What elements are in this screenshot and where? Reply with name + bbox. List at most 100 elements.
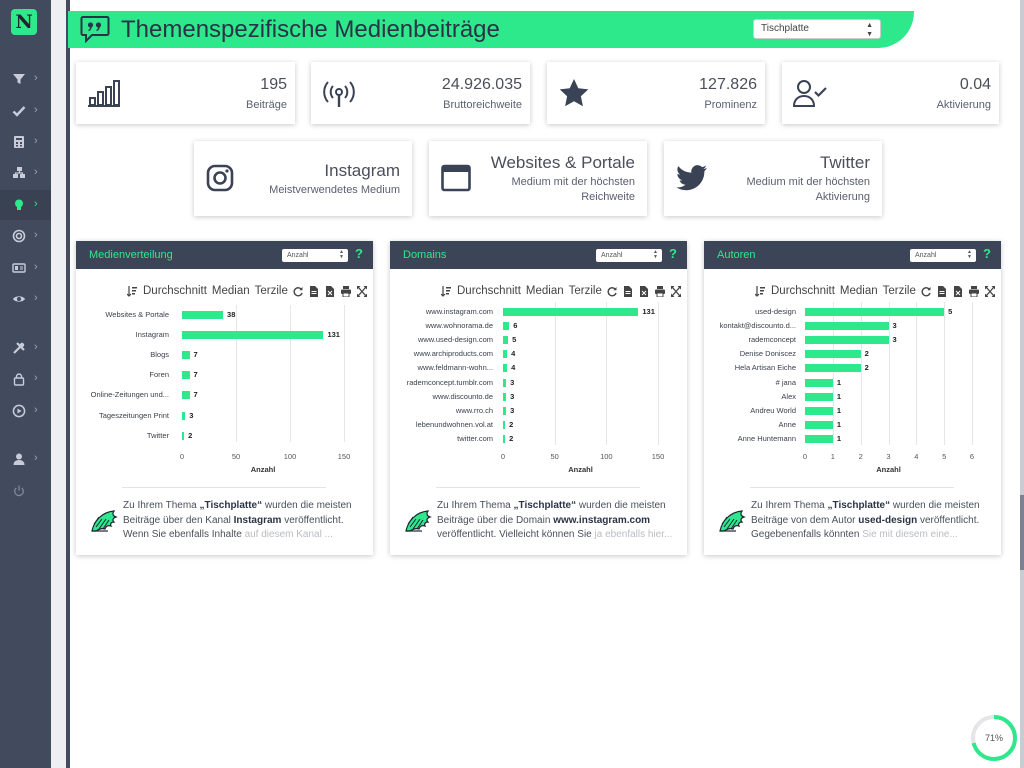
file-pdf-icon[interactable] (937, 285, 947, 297)
bar[interactable] (182, 391, 190, 400)
sidebar-item-target[interactable]: › (0, 221, 51, 251)
bar[interactable] (503, 350, 508, 359)
sidebar-item-logout[interactable] (0, 476, 51, 506)
bar[interactable] (503, 406, 507, 415)
sidebar-item-eye[interactable]: › (0, 284, 51, 314)
refresh-icon[interactable] (921, 286, 931, 297)
bar[interactable] (503, 434, 506, 443)
scrollbar-thumb[interactable] (1020, 495, 1024, 570)
print-icon[interactable] (968, 285, 979, 297)
bar[interactable] (182, 311, 224, 319)
x-tick-label: 150 (651, 452, 665, 461)
toolbar-average-button[interactable]: Durchschnitt (143, 285, 207, 297)
x-tick-label: 4 (914, 452, 919, 461)
file-pdf-icon[interactable] (309, 285, 319, 297)
sidebar-item-tools[interactable]: › (0, 333, 51, 363)
sort-amount-icon[interactable] (755, 285, 765, 297)
bar[interactable] (182, 431, 185, 440)
bar[interactable] (503, 364, 508, 373)
topic-select[interactable]: Tischplatte ▲ ▼ (753, 19, 881, 39)
sidebar-item-id-card[interactable]: › (0, 253, 51, 283)
bar-value-label: 7 (193, 350, 198, 360)
bar-value-label: 3 (510, 377, 515, 387)
bar[interactable] (805, 378, 833, 387)
browser-window-icon (441, 164, 471, 192)
toolbar-median-button[interactable]: Median (839, 285, 878, 297)
grid-line (832, 302, 834, 445)
grid-line (916, 302, 918, 445)
bar[interactable] (503, 336, 509, 345)
scrollbar-track[interactable] (1020, 0, 1024, 768)
grid-line (344, 305, 345, 442)
print-icon[interactable] (654, 285, 665, 297)
category-label: Online-Zeitungen und... (90, 390, 169, 400)
sidebar-item-network[interactable]: › (0, 158, 51, 188)
metric-select[interactable]: Anzahl ▲ ▼ (910, 249, 976, 262)
bar[interactable] (805, 420, 833, 429)
toolbar-median-button[interactable]: Median (211, 285, 250, 297)
sidebar-item-lock[interactable]: › (0, 364, 51, 394)
print-icon[interactable] (340, 285, 351, 297)
bar[interactable] (182, 411, 186, 420)
bar[interactable] (503, 322, 510, 331)
bar[interactable] (503, 392, 507, 401)
expand-icon[interactable] (670, 285, 681, 297)
refresh-icon[interactable] (293, 286, 303, 297)
bar[interactable] (503, 420, 506, 429)
bar[interactable] (182, 351, 190, 360)
kpi-label: Prominenz (704, 99, 757, 111)
file-excel-icon[interactable] (325, 285, 335, 297)
help-button[interactable]: ? (669, 246, 677, 261)
bar-value-label: 2 (509, 419, 514, 429)
summary-fade: Sie mit diesem eine... (862, 529, 958, 541)
chart-toolbar: Durchschnitt Median Terzile (127, 285, 373, 299)
sidebar-item-check[interactable]: › (0, 96, 51, 126)
category-label: www.wohnorama.de (425, 321, 493, 331)
bar[interactable] (805, 350, 861, 359)
metric-select[interactable]: Anzahl ▲ ▼ (282, 249, 348, 262)
toolbar-tercile-button[interactable]: Terzile (254, 285, 288, 297)
hedgehog-logo-icon (91, 510, 118, 532)
select-arrows-icon: ▲ ▼ (866, 22, 873, 38)
bar[interactable] (805, 336, 889, 345)
file-pdf-icon[interactable] (623, 285, 633, 297)
sidebar-item-calculator[interactable]: › (0, 127, 51, 157)
summary-p1: Zu Ihrem Thema (123, 500, 200, 511)
bar[interactable] (182, 371, 190, 380)
toolbar-average-button[interactable]: Durchschnitt (457, 285, 521, 297)
sidebar-item-lightbulb[interactable]: › (0, 190, 51, 220)
bar[interactable] (503, 378, 507, 387)
file-excel-icon[interactable] (953, 285, 963, 297)
sidebar-item-user[interactable]: › (0, 444, 51, 474)
refresh-icon[interactable] (607, 286, 617, 297)
kpi-card-aktivierung: 0.04 Aktivierung (782, 62, 999, 124)
expand-icon[interactable] (356, 285, 367, 297)
help-button[interactable]: ? (983, 246, 991, 261)
panel-domains: Domains Anzahl ▲ ▼? Durchschnitt Median Terzil… (390, 241, 687, 555)
toolbar-average-button[interactable]: Durchschnitt (771, 285, 835, 297)
file-excel-icon[interactable] (639, 285, 649, 297)
bar[interactable] (805, 392, 833, 401)
sidebar-item-filter[interactable]: › (0, 64, 51, 94)
metric-select[interactable]: Anzahl ▲ ▼ (596, 249, 662, 262)
app-logo[interactable]: N (11, 9, 37, 35)
sidebar-item-play[interactable]: › (0, 396, 51, 426)
bar[interactable] (805, 434, 833, 443)
sort-amount-icon[interactable] (127, 285, 137, 297)
user-icon (13, 453, 25, 465)
sort-amount-icon[interactable] (441, 285, 451, 297)
bar[interactable] (805, 322, 889, 331)
toolbar-median-button[interactable]: Median (525, 285, 564, 297)
bar[interactable] (805, 406, 833, 415)
bar[interactable] (805, 308, 945, 316)
bar[interactable] (805, 364, 861, 373)
toolbar-tercile-button[interactable]: Terzile (568, 285, 602, 297)
toolbar-tercile-button[interactable]: Terzile (882, 285, 916, 297)
help-button[interactable]: ? (355, 246, 363, 261)
category-label: rademconcept.tumblr.com (406, 377, 493, 387)
bar[interactable] (503, 308, 639, 316)
expand-icon[interactable] (984, 285, 995, 297)
summary-p2: wurden die meisten Beiträge über den Kan… (123, 500, 352, 526)
chevron-right-icon: › (34, 229, 38, 241)
bar[interactable] (182, 331, 324, 340)
